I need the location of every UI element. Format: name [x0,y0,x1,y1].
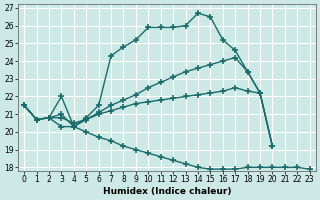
X-axis label: Humidex (Indice chaleur): Humidex (Indice chaleur) [103,187,231,196]
